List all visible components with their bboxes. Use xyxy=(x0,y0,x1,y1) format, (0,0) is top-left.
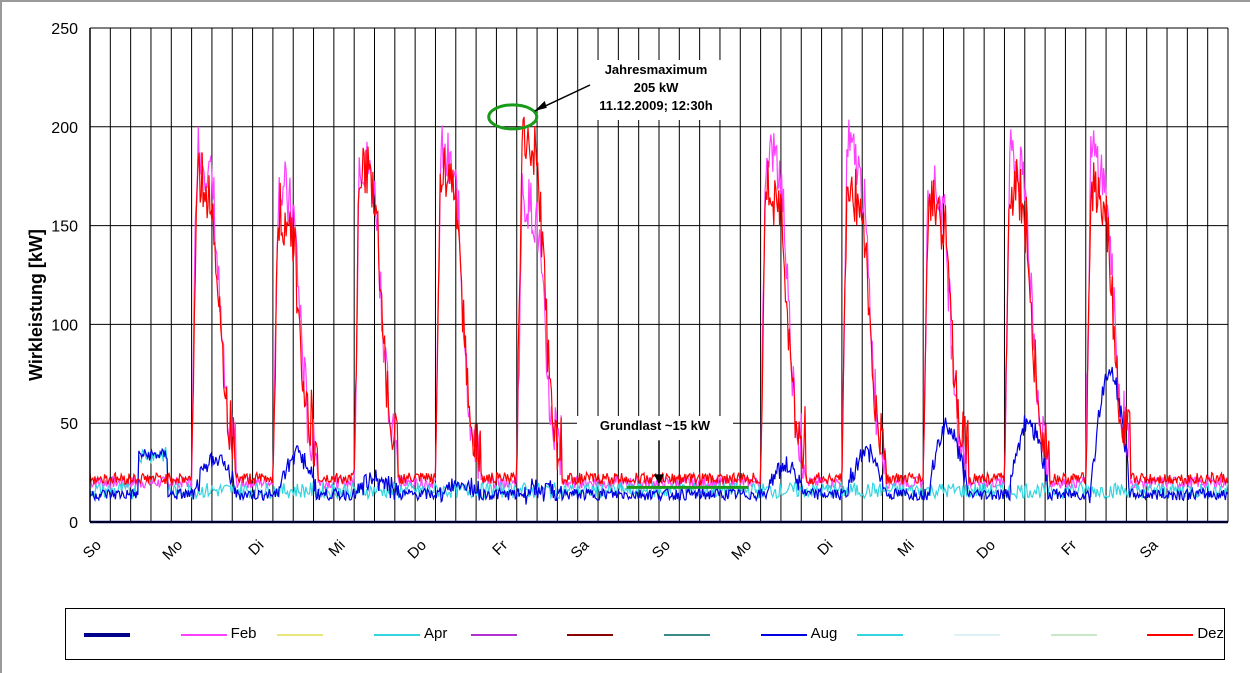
x-tick-label: Do xyxy=(973,537,999,563)
x-tick-label: Di xyxy=(814,537,836,559)
y-tick-label: 0 xyxy=(69,515,78,532)
arrowhead xyxy=(654,474,664,485)
x-tick-label: Sa xyxy=(1137,536,1162,561)
legend-swatch xyxy=(954,634,1000,636)
y-tick-label: 150 xyxy=(51,219,78,236)
y-tick-label: 100 xyxy=(51,317,78,334)
legend-item xyxy=(567,609,664,661)
annotation-text: Grundlast ~15 kW xyxy=(600,418,711,433)
legend-item xyxy=(1050,609,1148,661)
legend-item xyxy=(84,609,181,661)
legend-swatch xyxy=(567,634,614,636)
legend-swatch xyxy=(664,634,710,636)
x-tick-label: Do xyxy=(404,537,430,563)
legend-item: Feb xyxy=(180,609,278,661)
legend-label: Dez xyxy=(1197,625,1225,642)
legend-swatch xyxy=(470,634,517,636)
x-tick-label: So xyxy=(649,537,674,562)
y-tick-label: 50 xyxy=(60,416,78,433)
legend-item xyxy=(857,609,954,661)
legend-item: Dez xyxy=(1147,609,1244,661)
x-tick-label: Di xyxy=(245,537,267,559)
annotation-box xyxy=(581,60,731,120)
maximum-marker xyxy=(487,103,539,131)
legend-label: Feb xyxy=(230,625,257,642)
legend-swatch xyxy=(857,634,904,636)
legend-item: Apr xyxy=(374,609,471,661)
series-line-aug xyxy=(89,366,1228,505)
x-tick-label: Mo xyxy=(728,537,755,564)
legend-label: Aug xyxy=(810,625,838,642)
legend-item xyxy=(277,609,374,661)
legend-item xyxy=(470,609,568,661)
y-tick-label: 200 xyxy=(51,120,78,137)
legend-label: Apr xyxy=(424,625,448,642)
x-tick-label: Fr xyxy=(489,537,511,559)
annotations: Jahresmaximum 205 kW 11.12.2009; 12:30h Gru… xyxy=(487,60,749,489)
x-tick-label: Fr xyxy=(1058,537,1080,559)
legend-item xyxy=(954,609,1051,661)
x-tick-label: Sa xyxy=(568,536,593,561)
legend-swatch xyxy=(180,634,227,636)
x-tick-label: Mi xyxy=(325,537,348,560)
arrowhead xyxy=(534,100,547,111)
x-tick-label: Mi xyxy=(894,537,917,560)
line-chart: 0 50 100 150 200 250 So Mo Di Mi Do Fr Sa So Mo Di Mi Do F… xyxy=(26,21,1229,564)
legend-swatch xyxy=(1050,634,1097,636)
series-line-apr xyxy=(89,446,1229,501)
legend-swatch xyxy=(1147,634,1194,636)
annotation-text: 205 kW xyxy=(634,80,680,95)
annotation-text: 11.12.2009; 12:30h xyxy=(599,98,713,113)
y-tick-label: 250 xyxy=(51,21,78,38)
annotation-box xyxy=(577,416,733,440)
legend-swatch xyxy=(84,633,130,637)
x-tick-label: Mo xyxy=(159,537,186,564)
legend: Feb Apr Aug Dez xyxy=(65,608,1225,660)
y-axis-label: Wirkleistung [kW] xyxy=(26,229,46,381)
legend-swatch xyxy=(374,634,420,636)
x-tick-label: So xyxy=(80,537,105,562)
legend-item xyxy=(664,609,761,661)
legend-swatch xyxy=(277,634,324,636)
legend-swatch xyxy=(760,634,807,636)
legend-item: Aug xyxy=(760,609,858,661)
annotation-text: Jahresmaximum xyxy=(605,62,708,77)
